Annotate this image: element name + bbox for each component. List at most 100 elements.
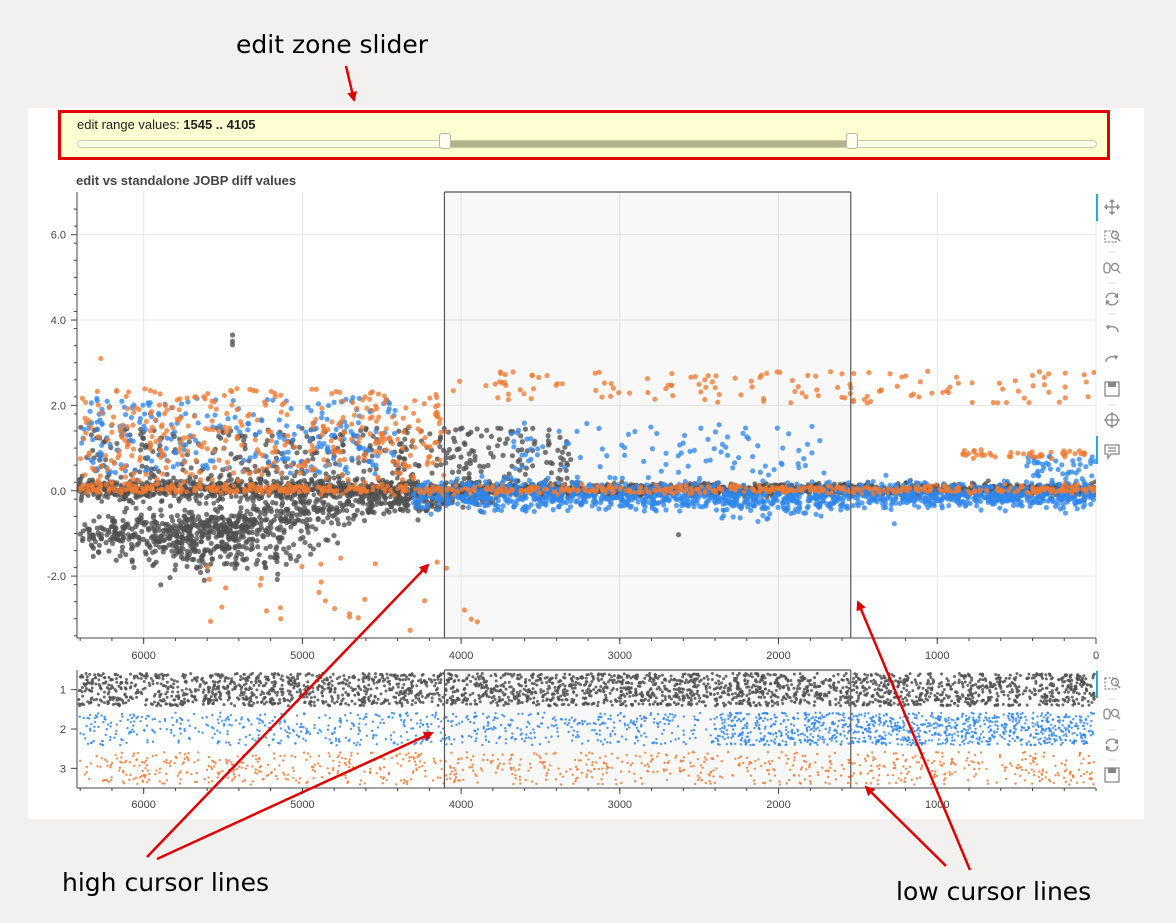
scatter-point — [460, 504, 466, 510]
scatter-point — [157, 544, 163, 550]
scatter-point — [872, 496, 878, 502]
scatter-point — [109, 515, 116, 521]
scatter-point — [302, 539, 308, 546]
scatter-point — [243, 545, 250, 551]
scatter-point — [528, 502, 534, 508]
scatter-point — [225, 517, 232, 523]
scatter-point — [234, 524, 240, 530]
scatter-point — [737, 515, 743, 521]
scatter-point — [209, 556, 216, 562]
scatter-point — [281, 546, 287, 552]
scatter-point — [323, 537, 329, 543]
scatter-point — [120, 524, 126, 530]
scatter-point — [305, 529, 311, 536]
edit-range-slider[interactable]: edit range values: 1545 .. 4105 — [58, 110, 1110, 160]
scatter-point — [887, 495, 894, 501]
scatter-point — [241, 437, 247, 443]
scatter-point — [290, 542, 297, 548]
scatter-point — [485, 462, 491, 468]
scatter-point — [196, 522, 202, 528]
scatter-point — [520, 482, 526, 488]
scatter-point — [696, 479, 702, 485]
scatter-point — [759, 505, 765, 511]
scatter-point — [465, 431, 471, 437]
scatter-point — [663, 496, 669, 503]
scatter-point — [743, 496, 749, 502]
scatter-point — [252, 463, 258, 469]
scatter-point — [129, 557, 135, 563]
scatter-point — [813, 511, 819, 517]
scatter-point — [109, 524, 115, 530]
scatter-point — [146, 556, 152, 563]
scatter-point — [369, 453, 375, 459]
scatter-point — [801, 510, 807, 516]
scatter-point — [168, 514, 175, 520]
scatter-point — [311, 492, 317, 498]
scatter-point — [286, 545, 292, 551]
scatter-point — [256, 496, 262, 502]
scatter-point — [192, 547, 198, 553]
scatter-point — [672, 495, 678, 501]
scatter-point — [937, 498, 943, 504]
scatter-point — [206, 530, 212, 536]
slider-track[interactable] — [77, 140, 1097, 148]
scatter-point — [341, 502, 347, 508]
scatter-point — [87, 477, 93, 483]
scatter-point — [515, 458, 521, 465]
scatter-point — [607, 474, 613, 480]
scatter-point — [545, 438, 551, 444]
scatter-point — [279, 495, 285, 502]
scatter-point — [96, 549, 102, 556]
scatter-point — [458, 454, 464, 460]
scatter-point — [1040, 498, 1047, 504]
scatter-point — [113, 557, 119, 563]
scatter-point — [529, 463, 536, 469]
scatter-point — [214, 526, 221, 532]
scatter-point — [274, 491, 279, 497]
scatter-point — [622, 481, 629, 487]
slider-handle-low[interactable] — [845, 133, 858, 149]
scatter-point — [350, 516, 356, 522]
scatter-point — [307, 516, 313, 523]
scatter-point — [522, 426, 529, 432]
scatter-point — [91, 518, 97, 524]
scatter-point — [867, 500, 873, 506]
scatter-point — [279, 475, 285, 481]
scatter-point — [263, 528, 269, 534]
scatter-point — [118, 474, 124, 480]
scatter-point — [352, 491, 358, 497]
scatter-point — [652, 507, 658, 513]
scatter-point — [1060, 501, 1066, 507]
scatter-point — [780, 503, 786, 509]
scatter-point — [218, 472, 224, 478]
scatter-point — [360, 500, 366, 506]
scatter-point — [416, 463, 422, 469]
scatter-point — [384, 507, 390, 513]
scatter-point — [792, 497, 798, 504]
scatter-point — [577, 501, 583, 507]
scatter-point — [429, 503, 435, 509]
scatter-point — [226, 536, 232, 543]
scatter-point — [641, 508, 647, 514]
scatter-point — [339, 484, 345, 489]
scatter-point — [228, 451, 234, 457]
scatter-point — [255, 506, 261, 513]
scatter-point — [218, 480, 224, 486]
scatter-point — [545, 433, 551, 439]
scatter-point — [454, 476, 460, 482]
scatter-point — [134, 521, 140, 528]
scatter-point — [331, 532, 337, 539]
main-points — [77, 332, 1096, 633]
scatter-point — [496, 436, 503, 443]
scatter-point — [910, 496, 916, 502]
scatter-point — [453, 427, 459, 433]
scatter-point — [140, 499, 146, 505]
scatter-point — [403, 492, 409, 497]
annotation-high-cursor: high cursor lines — [62, 868, 270, 897]
scatter-point — [300, 534, 306, 541]
slider-handle-high[interactable] — [438, 133, 451, 149]
scatter-point — [428, 511, 434, 517]
scatter-point — [545, 475, 551, 481]
scatter-point — [317, 497, 323, 503]
